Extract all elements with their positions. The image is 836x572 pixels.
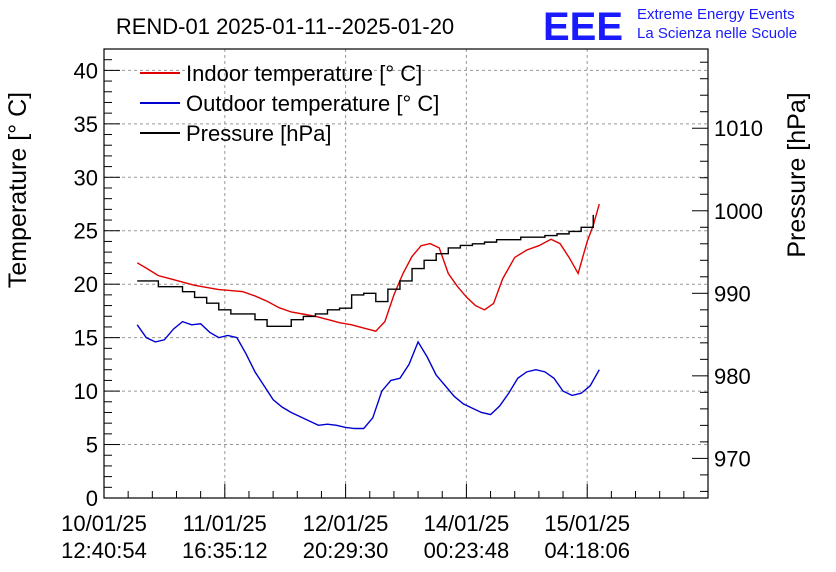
right-tick-label: 1010	[714, 116, 763, 141]
eee-logo: EEE Extreme Energy Events La Scienza nel…	[543, 5, 797, 49]
logo-line2: La Scienza nelle Scuole	[637, 25, 797, 42]
left-tick-label: 25	[74, 219, 98, 244]
x-tick-time: 04:18:06	[544, 538, 630, 563]
x-tick-date: 14/01/25	[424, 511, 510, 536]
x-tick-time: 00:23:48	[424, 538, 510, 563]
x-tick-date: 10/01/25	[61, 511, 147, 536]
right-tick-label: 1000	[714, 199, 763, 224]
series-line	[136, 203, 600, 333]
left-tick-label: 35	[74, 112, 98, 137]
x-tick-date: 11/01/25	[183, 511, 267, 536]
axes: 0 5 10 15 20 25 30 35 40 970 980 990 1000 1010 10/01/2…	[61, 58, 763, 563]
right-tick-label: 990	[714, 281, 751, 306]
y-axis-label-right: Pressure [hPa]	[783, 92, 811, 257]
y-axis-label-left: Temperature [° C]	[4, 92, 32, 288]
x-tick-time: 20:29:30	[303, 538, 389, 563]
left-tick-label: 5	[86, 433, 98, 458]
grid	[104, 49, 708, 498]
legend-label-outdoor: Outdoor temperature [° C]	[186, 91, 439, 116]
legend-label-indoor: Indoor temperature [° C]	[186, 61, 422, 86]
left-tick-label: 20	[74, 272, 98, 297]
left-tick-label: 0	[86, 486, 98, 511]
logo-line1: Extreme Energy Events	[637, 6, 795, 23]
legend: Indoor temperature [° C] Outdoor tempera…	[140, 61, 439, 146]
right-tick-label: 970	[714, 446, 751, 471]
x-tick-time: 16:35:12	[182, 538, 268, 563]
left-tick-label: 15	[74, 326, 98, 351]
logo-mark: EEE	[543, 5, 623, 49]
x-tick-time: 12:40:54	[61, 538, 147, 563]
right-tick-label: 980	[714, 364, 751, 389]
x-tick-date: 12/01/25	[303, 511, 389, 536]
left-tick-label: 40	[74, 58, 98, 83]
series-line	[136, 320, 600, 430]
x-tick-date: 15/01/25	[544, 511, 630, 536]
left-tick-label: 30	[74, 165, 98, 190]
left-tick-label: 10	[74, 379, 98, 404]
legend-label-pressure: Pressure [hPa]	[186, 121, 332, 146]
chart-title: REND-01 2025-01-11--2025-01-20	[116, 14, 454, 39]
series-layer	[136, 203, 600, 430]
series-line	[137, 214, 594, 328]
